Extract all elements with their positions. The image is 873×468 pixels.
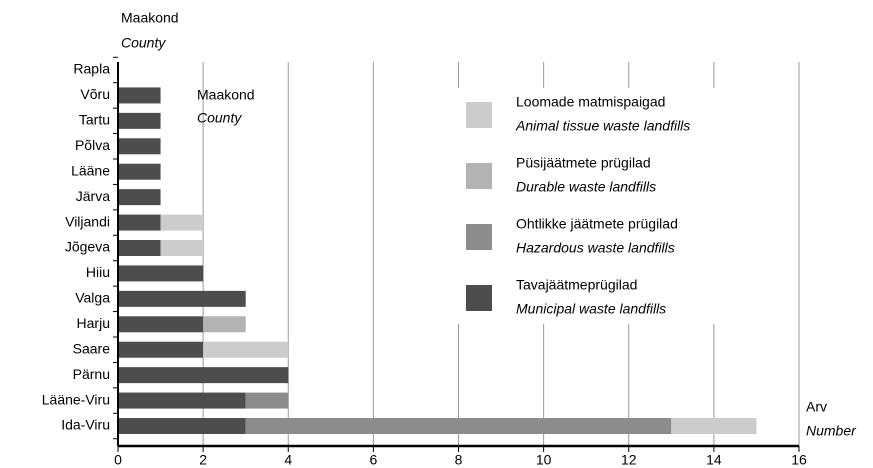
bar-segment xyxy=(160,240,204,256)
x-tick-label: 2 xyxy=(199,452,207,468)
x-tick-label: 4 xyxy=(284,452,292,468)
bar-segment xyxy=(118,240,161,256)
y-tick-label: Harju xyxy=(77,315,110,331)
bar-segment xyxy=(118,265,204,282)
y-axis-label: Maakond xyxy=(197,87,255,103)
legend-label: Tavajäätmeprügilad xyxy=(516,277,637,293)
y-tick-label: Võru xyxy=(80,86,110,102)
y-tick-label: Ida-Viru xyxy=(61,417,110,433)
y-tick-label: Pärnu xyxy=(73,366,110,382)
y-tick-label: Jõgeva xyxy=(65,239,110,255)
legend-label: Durable waste landfills xyxy=(516,179,656,195)
x-tick-label: 16 xyxy=(791,452,807,468)
y-axis-label: County xyxy=(197,110,242,126)
y-tick-label: Lääne xyxy=(71,162,110,178)
y-tick-label: Järva xyxy=(76,188,110,204)
bar-segment xyxy=(118,163,161,180)
legend-background xyxy=(452,88,752,324)
bar-segment xyxy=(118,341,204,358)
y-axis-label: Maakond xyxy=(121,10,179,26)
bar-segment xyxy=(118,214,161,231)
bar-segment xyxy=(118,316,204,333)
y-tick-label: Valga xyxy=(75,290,110,306)
bar-segment xyxy=(118,290,246,307)
y-tick-label: Lääne-Viru xyxy=(42,391,110,407)
legend-label: Hazardous waste landfills xyxy=(516,240,675,256)
y-axis-label: County xyxy=(121,35,166,51)
legend-label: Loomade matmispaigad xyxy=(516,94,665,110)
y-tick-label: Hiiu xyxy=(86,264,110,280)
bar-segment xyxy=(118,189,161,206)
x-tick-label: 12 xyxy=(621,452,637,468)
y-tick-label: Viljandi xyxy=(65,213,110,229)
y-tick-label: Saare xyxy=(73,340,111,356)
x-tick-label: 8 xyxy=(455,452,463,468)
legend-label: Püsijäätmete prügilad xyxy=(516,155,651,171)
x-tick-label: 14 xyxy=(706,452,722,468)
y-tick-label: Tartu xyxy=(79,112,110,128)
legend-swatch xyxy=(466,102,492,128)
bar-segment xyxy=(203,341,289,358)
bar-segment xyxy=(118,367,289,384)
bar-segment xyxy=(160,214,204,231)
x-axis-label: Arv xyxy=(806,399,827,415)
legend-label: Municipal waste landfills xyxy=(516,301,666,317)
x-tick-label: 10 xyxy=(536,452,552,468)
bar-segment xyxy=(203,316,246,333)
x-tick-label: 6 xyxy=(369,452,377,468)
bar-segment xyxy=(671,418,757,434)
legend-label: Animal tissue waste landfills xyxy=(515,118,690,134)
legend-swatch xyxy=(466,224,492,250)
legend-label: Ohtlikke jäätmete prügilad xyxy=(516,216,678,232)
legend-swatch xyxy=(466,285,492,311)
bar-segment xyxy=(245,392,289,409)
bar-segment xyxy=(118,87,161,104)
bar-segment xyxy=(245,418,672,434)
legend-swatch xyxy=(466,163,492,189)
y-tick-label: Rapla xyxy=(73,61,110,77)
x-axis-label: Number xyxy=(806,423,857,439)
bar-segment xyxy=(118,112,161,129)
bar-segment xyxy=(118,138,161,155)
y-tick-label: Põlva xyxy=(75,137,110,153)
bar-segment xyxy=(118,392,246,409)
x-tick-label: 0 xyxy=(114,452,122,468)
bar-segment xyxy=(118,418,246,434)
